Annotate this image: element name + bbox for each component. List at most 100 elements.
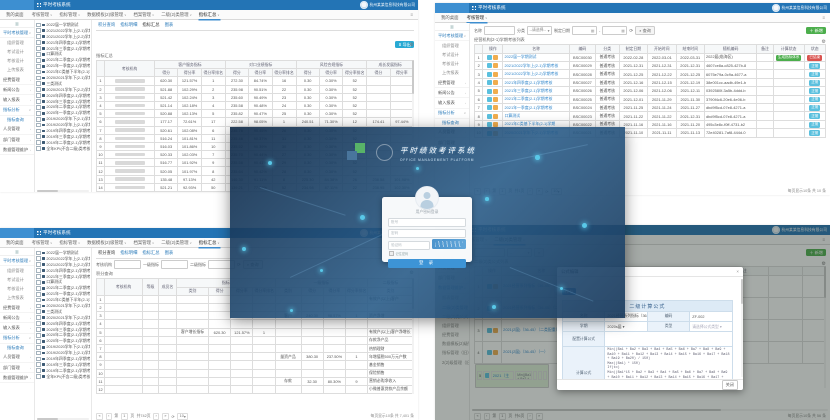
tab-close-icon[interactable]: ≡ [822,15,825,20]
sidebar-item[interactable]: 上传报表 [7,295,24,301]
main-tab[interactable]: 考核管理∨ [31,11,53,17]
checkbox[interactable] [36,297,41,303]
content-tab[interactable]: 积分查询 [98,22,116,27]
assessment-name-link[interactable]: 口算测试 [502,111,570,121]
tree-item[interactable]: 口算测试 [36,51,90,57]
assessment-name-link[interactable]: 2021年一季度(2-1)学期考核 [502,102,570,113]
content-tab[interactable]: 图表 [164,250,174,255]
checkbox[interactable] [36,52,41,57]
gear-icon[interactable]: ⚙ [821,39,826,45]
config-icon-button[interactable] [492,327,498,333]
captcha-input[interactable]: 验证码 [388,240,430,250]
sidebar-item[interactable]: 组织管理 [7,267,24,273]
sidebar-item[interactable]: 经费管理 [442,332,459,338]
assessment-name-link[interactable]: 2021年三季度(2-1)学期考核 [502,86,570,96]
tree-item[interactable]: 2019年三季度(2-1)学期考核 [36,134,90,140]
content-tab[interactable]: 指标明细 [120,22,138,27]
content-tab[interactable]: 指标汇总 [142,22,160,27]
sidebar-item[interactable]: 考试设计 [442,51,459,57]
checkbox[interactable] [36,333,41,338]
checkbox[interactable] [36,146,41,152]
tree-item[interactable]: 2019年二季度(2-1)学期考核 [36,140,90,146]
checkbox[interactable] [36,309,41,315]
sidebar-item[interactable]: 组织管理 [442,42,459,48]
tree-item[interactable]: 2020年二季度(2-1)学期考核 [36,332,90,338]
sidebar-item[interactable]: 经费管理 › [435,78,469,89]
assessment-name-link[interactable]: 2021/2022学年上(2-1)学期考核 [502,61,570,71]
tree-item[interactable]: 2020/2021学年下(2-1)学期考核 [36,303,90,309]
page-prev[interactable]: ‹ [105,412,112,420]
sidebar-item[interactable]: 输入报表 › [0,323,34,334]
tree-item[interactable]: 全年KPI(不含二级)类考核 [36,374,90,380]
tree-item[interactable]: 三类测试 [36,309,90,315]
sidebar-item[interactable]: 平时考核管理 ∨ [0,256,34,267]
date-to-input[interactable]: ▦ [602,26,628,35]
sidebar-item[interactable]: 考试设计 [7,276,24,282]
tree-item[interactable]: 2021年一季度(2-1)学期考核 [36,63,90,69]
close-button[interactable]: 关闭 [721,380,738,390]
main-tab[interactable]: 数据模板(2)级管理 ∨ [87,11,127,17]
tree-item[interactable]: 2019/2020学年上(2-1)学期考核 [36,350,90,356]
checkbox[interactable] [36,46,41,51]
checkbox[interactable] [36,274,41,279]
remember-checkbox[interactable] [389,251,394,256]
main-tab[interactable]: 二级(2)类管理∨ [161,239,192,245]
tree-item[interactable]: 2021/2022学年上(2-2)学期考核 [36,34,90,40]
tree-item[interactable]: 2022届一学期测试 [36,22,90,28]
tree-item[interactable]: 2020年四季度(2-1)学期考核 [36,93,90,99]
checkbox[interactable] [36,338,41,344]
generate-indicator-button[interactable]: 生成指标体系 [776,54,801,61]
tree-item[interactable]: 2022届一学期测试 [36,250,90,256]
edit-icon-button[interactable] [487,55,493,61]
checkbox[interactable] [36,368,41,374]
main-tab[interactable]: 考核管理∨ [466,14,488,20]
main-tab[interactable]: 档案管理 ∨ [133,239,155,245]
sidebar-item[interactable]: 新闻公告 › [0,85,34,96]
checkbox[interactable] [36,291,41,297]
main-tab[interactable]: 档案管理 ∨ [133,11,155,17]
main-tab[interactable]: 指标管理 ∨ [59,11,81,17]
tree-item[interactable]: 2021年三季度(2-1)学期考核 [36,274,90,280]
refresh-icon[interactable]: ⟳ [171,414,175,419]
sidebar-item[interactable]: 组织管理 [442,322,459,328]
sidebar-item[interactable]: 指标分析 ∨ [0,334,34,344]
main-tab[interactable]: 我的桌面 [441,14,459,20]
sidebar-item[interactable]: 经费管理 › [0,75,34,86]
checkbox[interactable] [36,344,41,350]
tree-item[interactable]: 2019/2020学年上(2-1)学期考核 [36,122,90,128]
formula-name-link[interactable]: 2021（主类环境）（36-45）（不含配重） [490,371,515,381]
edit-icon-button[interactable] [487,122,493,128]
type-select[interactable]: 请选择公式类型 ▾ [689,321,733,332]
checkbox[interactable] [36,105,41,110]
checkbox[interactable] [36,362,41,368]
tree-item[interactable]: 2019年二季度(2-1)学期考核 [36,368,90,374]
page-number-input[interactable]: 1 [120,412,128,420]
checkbox[interactable] [36,22,41,28]
sidebar-item[interactable]: 部门管理› [0,363,34,374]
tree-item[interactable]: 2020年三季度(2-1)学期考核 [36,327,90,333]
gear-icon[interactable]: ⚙ [409,42,414,48]
sidebar-item[interactable]: 输入报表 › [0,95,34,106]
org-input[interactable] [114,260,141,269]
tree-item[interactable]: 2021年二季度(2-1)学期考核 [36,57,90,63]
tree-item[interactable]: 2021年四季度(2-1)学期考核 [36,268,90,274]
checkbox[interactable] [36,350,41,356]
tree-item[interactable]: 2021年一季度(2-1)学期考核 [36,291,90,297]
sidebar-item[interactable]: 人员管理› [0,353,34,364]
checkbox[interactable] [36,110,41,116]
captcha-image[interactable] [432,238,466,249]
content-tab[interactable]: 图表 [164,22,174,27]
edit-icon-button[interactable] [487,88,493,94]
sidebar-item[interactable]: 输入报表 › [435,98,469,109]
checkbox[interactable] [36,280,41,285]
config-icon-button[interactable] [493,113,499,119]
checkbox[interactable] [36,57,41,63]
config-formula-textarea[interactable] [604,331,733,347]
sidebar-item[interactable]: 指标查询 [7,117,24,123]
assessment-name-link[interactable]: 2022届一学期测试 [502,52,570,63]
content-tab[interactable]: 指标明细 [120,250,138,255]
main-tab[interactable]: 指标汇总 ∨ [198,11,220,17]
config-icon-button[interactable] [493,88,499,94]
sidebar-item[interactable]: 数据管理维护› [0,145,34,156]
tree-item[interactable]: 2020年二季度(2-1)学期考核 [36,104,90,110]
